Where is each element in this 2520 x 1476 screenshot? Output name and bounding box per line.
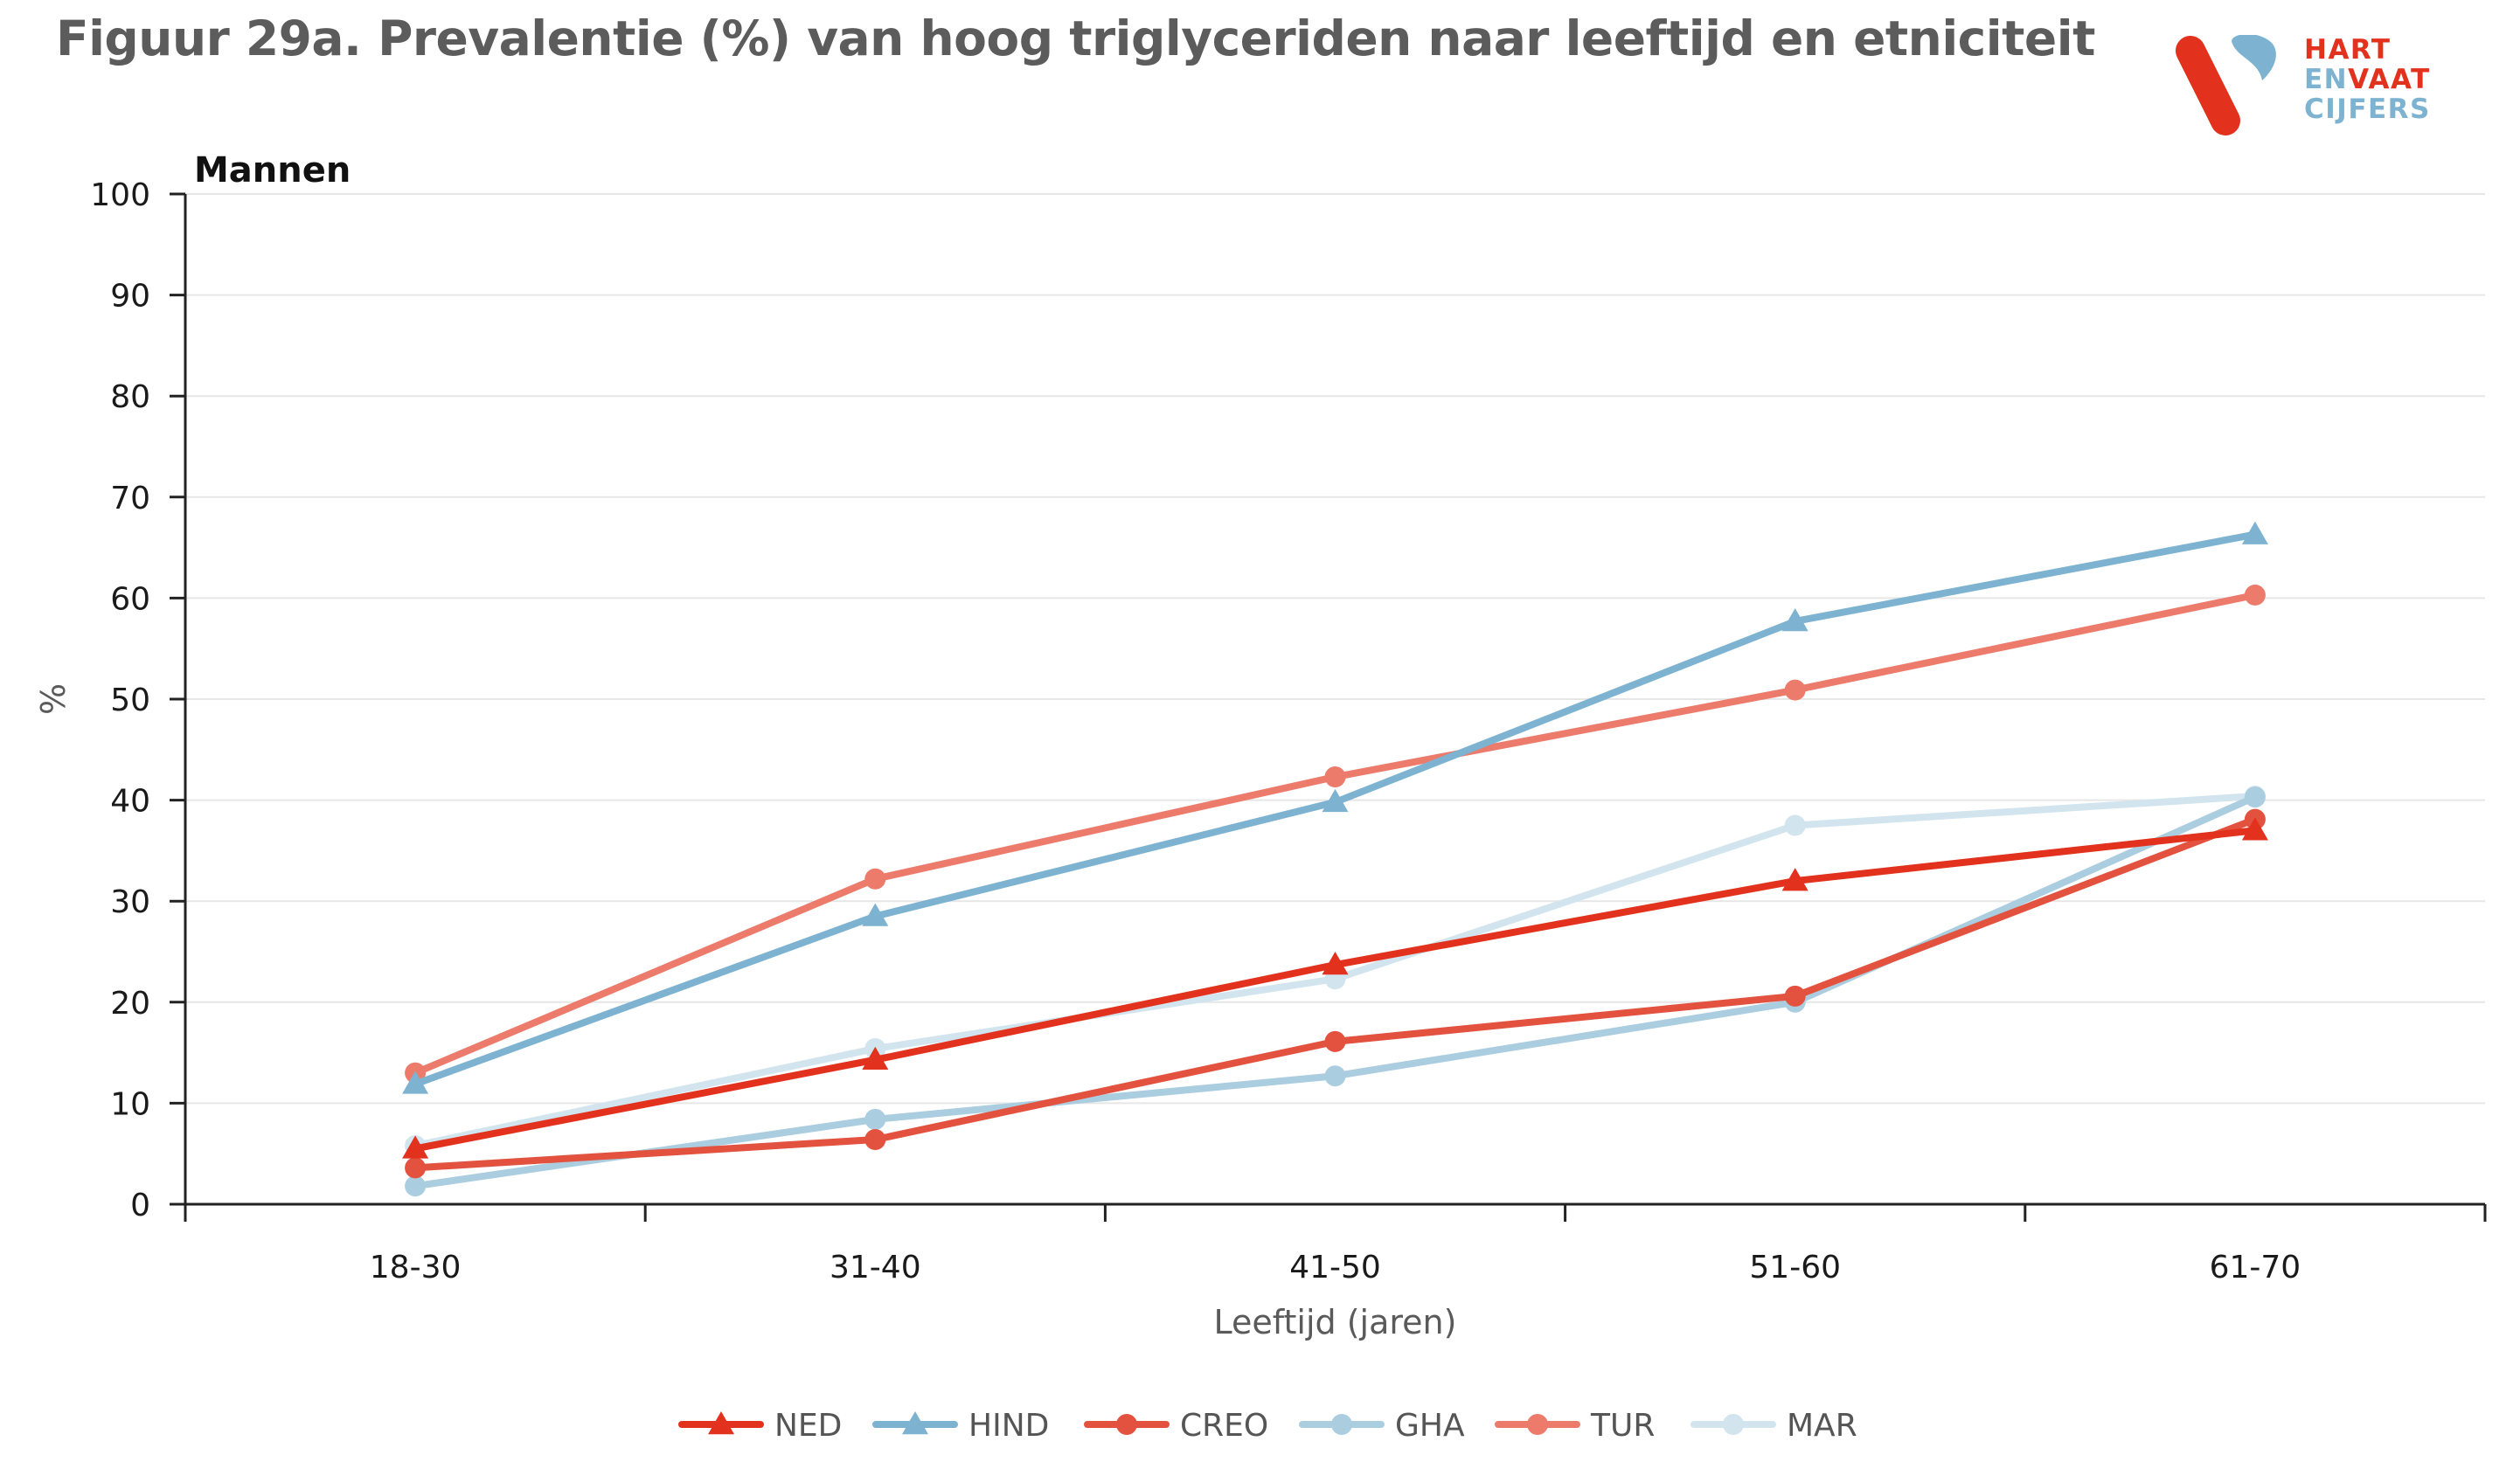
y-tick-label: 80 [110, 379, 150, 415]
data-point-gha [1324, 1065, 1346, 1087]
y-tick-label: 60 [110, 581, 150, 617]
x-tick-label: 31-40 [830, 1250, 921, 1285]
logo-line-2a: EN [2304, 64, 2349, 95]
data-point-tur [1324, 766, 1346, 788]
legend-label-ned: NED [774, 1408, 842, 1444]
data-point-creo [1784, 985, 1806, 1007]
data-point-hind [2241, 521, 2268, 544]
logo-wordmark: HART ENVAAT CIJFERS [2304, 35, 2431, 124]
data-point-ned [402, 1135, 429, 1159]
series-line-creo [412, 815, 2259, 1172]
data-point-ned [862, 1046, 889, 1070]
legend-marker-creo [1116, 1414, 1137, 1435]
data-point-gha [2244, 787, 2266, 808]
data-point-gha [405, 1175, 427, 1197]
series-tur [405, 584, 2266, 1084]
y-tick-label: 10 [110, 1086, 150, 1122]
data-point-tur [2244, 584, 2266, 606]
data-point-gha [864, 1108, 886, 1130]
legend-label-mar: MAR [1787, 1408, 1857, 1444]
axes [184, 194, 2485, 1206]
legend-marker-gha [1331, 1414, 1352, 1435]
series-hind [402, 521, 2268, 1094]
data-point-ned [2241, 817, 2268, 841]
series-ned [402, 817, 2268, 1159]
legend-item-tur[interactable]: TUR [1495, 1408, 1655, 1444]
chart-title: Figuur 29a. Prevalentie (%) van hoog tri… [56, 10, 2095, 66]
x-tick-label: 41-50 [1289, 1250, 1381, 1285]
data-point-creo [864, 1129, 886, 1151]
data-point-hind [862, 903, 889, 926]
y-tick-label: 50 [110, 683, 150, 718]
y-tick-label: 100 [90, 177, 150, 213]
gridlines [185, 193, 2485, 1105]
data-point-creo [405, 1157, 427, 1179]
y-axis-label: % [34, 683, 73, 715]
series-line-gha [412, 793, 2259, 1190]
legend-item-creo[interactable]: CREO [1084, 1408, 1268, 1444]
logo-line-2: ENVAAT [2304, 65, 2431, 94]
hartenvaatcijfers-logo: HART ENVAAT CIJFERS [2175, 35, 2472, 140]
legend-marker-hind [902, 1411, 928, 1435]
chart-subtitle: Mannen [194, 150, 351, 191]
series-group [402, 521, 2268, 1197]
y-tick-label: 90 [110, 279, 150, 315]
x-tick-label: 18-30 [370, 1250, 462, 1285]
legend-marker-mar [1723, 1414, 1744, 1435]
legend-label-gha: GHA [1395, 1408, 1465, 1444]
x-axis-label: Leeftijd (jaren) [1214, 1303, 1457, 1341]
data-point-hind [1781, 607, 1808, 632]
data-point-tur [1784, 679, 1806, 701]
data-point-tur [864, 868, 886, 890]
logo-line-1: HART [2304, 34, 2392, 66]
x-axis-ticks: 18-30 31-40 41-50 51-60 61-70 [184, 1204, 2487, 1285]
y-tick-label: 20 [110, 986, 150, 1022]
series-gha [405, 787, 2266, 1197]
data-point-ned [1781, 868, 1808, 891]
legend[interactable]: NED HIND CREO GHA TUR MAR [678, 1408, 1857, 1444]
y-tick-label: 30 [110, 884, 150, 920]
y-tick-label: 40 [110, 784, 150, 820]
logo-mark-icon [2176, 35, 2276, 135]
legend-item-mar[interactable]: MAR [1690, 1408, 1857, 1444]
data-point-ned [1322, 952, 1349, 975]
y-axis-ticks: 0 10 20 30 40 50 60 70 80 90 100 [90, 177, 185, 1223]
legend-label-hind: HIND [968, 1408, 1049, 1444]
legend-item-ned[interactable]: NED [678, 1408, 842, 1444]
legend-marker-ned [708, 1411, 734, 1435]
legend-marker-tur [1527, 1414, 1548, 1435]
legend-label-creo: CREO [1180, 1408, 1268, 1444]
x-tick-label: 51-60 [1749, 1250, 1841, 1285]
series-line-ned [412, 827, 2259, 1153]
x-tick-label: 61-70 [2210, 1250, 2301, 1285]
series-line-tur [412, 591, 2259, 1077]
y-tick-label: 0 [130, 1188, 150, 1223]
y-tick-label: 70 [110, 481, 150, 516]
series-creo [405, 808, 2266, 1179]
data-point-hind [1322, 788, 1349, 813]
logo-line-2b: VAAT [2348, 64, 2431, 95]
logo-line-3: CIJFERS [2304, 94, 2431, 125]
legend-item-gha[interactable]: GHA [1299, 1408, 1465, 1444]
legend-label-tur: TUR [1590, 1408, 1655, 1444]
data-point-hind [402, 1071, 429, 1094]
data-point-creo [1324, 1030, 1346, 1052]
data-point-mar [1784, 814, 1806, 836]
legend-item-hind[interactable]: HIND [872, 1408, 1049, 1444]
